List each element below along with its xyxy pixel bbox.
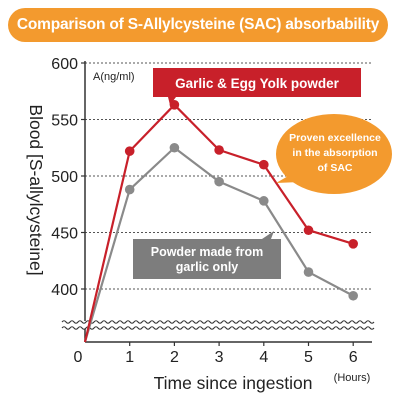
callout-box-pointer bbox=[262, 231, 274, 239]
x-tick-label: 0 bbox=[74, 349, 83, 366]
axis-break-line bbox=[61, 326, 375, 330]
point-garlic-egg bbox=[124, 146, 135, 156]
axis-break-gap bbox=[62, 321, 374, 329]
x-tick-label: 6 bbox=[349, 349, 358, 366]
axis-break-line bbox=[61, 320, 375, 324]
y-axis-unit: A(ng/ml) bbox=[93, 71, 135, 83]
point-garlic-egg bbox=[303, 225, 314, 236]
chart-title: Comparison of S-Allylcysteine (SAC) abso… bbox=[8, 8, 388, 42]
x-axis-title: Time since ingestion bbox=[154, 373, 313, 393]
axes bbox=[61, 61, 375, 346]
x-tick-label: 5 bbox=[304, 349, 313, 366]
callouts: Garlic & Egg Yolk powder Proven excellenc… bbox=[133, 68, 392, 279]
y-tick-label: 400 bbox=[51, 282, 78, 299]
callout-bubble-tail bbox=[276, 175, 300, 183]
point-garlic-only bbox=[169, 142, 180, 153]
point-garlic-only bbox=[303, 267, 314, 277]
callout-box-garlic-only bbox=[133, 239, 281, 279]
callout-bubble-text: in the absorption bbox=[292, 147, 377, 159]
point-garlic-egg bbox=[169, 100, 180, 110]
callout-box-text: garlic only bbox=[176, 260, 239, 274]
point-garlic-egg bbox=[214, 145, 224, 155]
y-tick-label: 450 bbox=[51, 226, 78, 243]
callout-bubble-text: of SAC bbox=[318, 162, 353, 174]
x-tick-label: 4 bbox=[259, 349, 268, 366]
callout-box-text: Powder made from bbox=[151, 245, 264, 259]
point-garlic-only bbox=[259, 196, 269, 206]
point-garlic-egg bbox=[259, 159, 269, 170]
x-tick-label: 1 bbox=[125, 349, 134, 366]
point-garlic-only bbox=[124, 184, 135, 195]
callout-bubble bbox=[276, 114, 392, 194]
point-garlic-only bbox=[214, 176, 224, 187]
y-tick-label: 600 bbox=[51, 56, 78, 73]
series-layer bbox=[83, 100, 359, 343]
callout-bubble-text: Proven excellence bbox=[289, 132, 381, 144]
x-tick-label: 3 bbox=[215, 349, 224, 366]
legend-pointer bbox=[168, 97, 176, 105]
y-tick-label: 550 bbox=[51, 113, 78, 130]
point-garlic-egg bbox=[348, 239, 359, 249]
y-tick-label: 500 bbox=[51, 169, 78, 186]
legend-box-garlic-egg bbox=[153, 68, 361, 97]
x-tick-label: 2 bbox=[170, 349, 179, 366]
x-axis-unit: (Hours) bbox=[334, 372, 371, 384]
point-garlic-only bbox=[348, 290, 359, 301]
legend-label-garlic-egg: Garlic & Egg Yolk powder bbox=[175, 76, 340, 91]
tick-labels: 400 450 500 550 600 0 1 2 3 4 5 6 Time since ingesti… bbox=[26, 56, 370, 393]
y-axis-title: Blood [S-allylcysteine] bbox=[26, 104, 46, 275]
